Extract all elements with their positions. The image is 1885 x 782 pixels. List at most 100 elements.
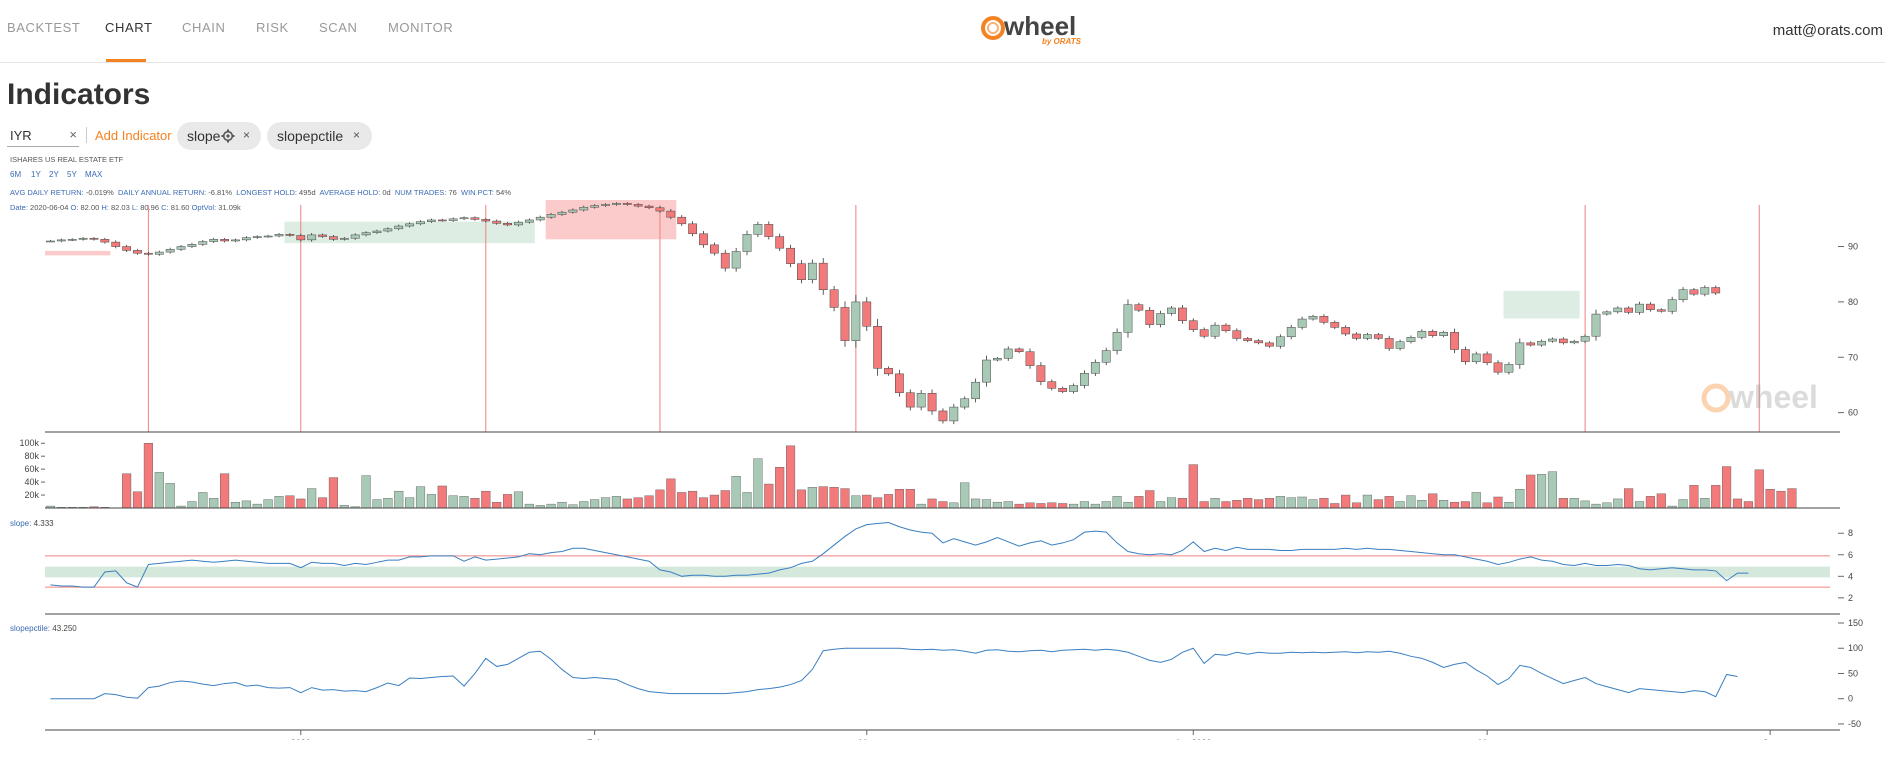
volume-bar — [1308, 499, 1318, 509]
volume-bar — [829, 487, 839, 509]
user-email[interactable]: matt@orats.com — [1772, 22, 1883, 39]
volume-bar — [1373, 499, 1383, 509]
price-candle — [568, 209, 578, 213]
range-6m-button[interactable]: 6M — [10, 170, 22, 179]
indicator-chart[interactable]: wheel 60 70 80 90 20k 40k 60k 80k 100k 2 4 6 8 slope… — [0, 200, 1885, 740]
volume-bar — [1711, 485, 1721, 509]
price-candle — [1569, 340, 1579, 344]
add-indicator-button[interactable]: Add Indicator — [95, 128, 172, 143]
volume-bar — [949, 502, 959, 509]
slopepctile-tick-label: -50 — [1848, 719, 1861, 729]
price-candle — [492, 220, 502, 224]
volume-bar — [786, 445, 796, 509]
range-max-button[interactable]: MAX — [85, 170, 103, 179]
volume-bar — [840, 488, 850, 509]
volume-bar — [296, 498, 306, 509]
indicator-chip-slope[interactable]: slope × — [177, 122, 261, 150]
volume-bar — [426, 494, 436, 509]
price-candle — [655, 207, 665, 212]
volume-bar — [1482, 502, 1492, 509]
remove-slope-icon[interactable]: × — [243, 128, 251, 142]
stat-value: -6.81% — [208, 188, 233, 197]
volume-bar — [796, 489, 807, 509]
price-panel: wheel 60 70 80 90 — [45, 200, 1858, 433]
readout-value: 31.09k — [218, 203, 241, 212]
range-1y-button[interactable]: 1Y — [31, 170, 41, 179]
volume-bar — [198, 492, 208, 509]
volume-bar — [731, 476, 741, 509]
price-candle — [797, 263, 806, 280]
volume-tick-label: 40k — [24, 477, 39, 487]
price-candle — [720, 252, 730, 269]
symbol-input[interactable]: IYR × — [7, 122, 79, 147]
gear-icon[interactable] — [221, 129, 235, 143]
tab-chart[interactable]: CHART — [105, 20, 153, 35]
price-candle — [1341, 327, 1351, 335]
price-candle — [427, 219, 436, 222]
price-candle — [1591, 313, 1601, 337]
volume-bar — [372, 499, 382, 509]
volume-bar — [611, 496, 621, 509]
wheel-logo[interactable]: wheel by ORATS — [980, 8, 1090, 48]
price-candle — [829, 289, 839, 308]
volume-bar — [1319, 498, 1329, 509]
volume-bar — [862, 494, 872, 509]
volume-bar — [720, 490, 730, 509]
price-candle — [927, 392, 937, 412]
volume-bar — [1787, 488, 1797, 509]
volume-tick-label: 80k — [24, 451, 39, 461]
symbol-value[interactable]: IYR — [10, 128, 32, 143]
price-candle — [895, 373, 904, 393]
volume-bar — [459, 496, 469, 509]
price-candle — [470, 217, 480, 220]
tab-risk[interactable]: RISK — [256, 20, 289, 35]
readout-label: H: — [101, 203, 109, 212]
volume-bar — [622, 498, 632, 509]
volume-bar — [165, 483, 175, 509]
price-candle — [960, 398, 970, 408]
readout-value: 82.00 — [80, 203, 100, 212]
tab-backtest[interactable]: BACKTEST — [7, 20, 81, 35]
tab-chain[interactable]: CHAIN — [182, 20, 226, 35]
price-candle — [1460, 349, 1470, 362]
volume-bar — [1112, 496, 1122, 509]
range-2y-button[interactable]: 2Y — [49, 170, 59, 179]
volume-bar — [263, 499, 273, 509]
watermark-text: wheel — [1728, 379, 1818, 415]
volume-bar — [187, 501, 197, 509]
volume-bar — [492, 501, 502, 509]
tab-scan[interactable]: SCAN — [319, 20, 358, 35]
volume-bar — [1384, 496, 1394, 509]
volume-bar — [1754, 469, 1764, 509]
stat-label: AVG DAILY RETURN: — [10, 188, 84, 197]
indicator-chip-slopepctile[interactable]: slopepctile × — [267, 122, 372, 150]
remove-slopepctile-icon[interactable]: × — [353, 128, 361, 142]
stat-value: 54% — [496, 188, 512, 197]
volume-bar — [1330, 503, 1340, 509]
volume-bar — [1732, 498, 1743, 509]
volume-bar — [1537, 474, 1547, 509]
volume-bar — [688, 490, 698, 509]
price-candle — [1221, 324, 1231, 331]
price-candle — [851, 301, 861, 341]
price-candle — [884, 368, 893, 375]
price-candle — [1112, 332, 1122, 351]
range-5y-button[interactable]: 5Y — [67, 170, 77, 179]
volume-bar — [1243, 498, 1253, 509]
price-candle — [644, 205, 654, 209]
clear-symbol-icon[interactable]: × — [69, 127, 77, 142]
price-candle — [100, 239, 110, 243]
volume-tick-label: 100k — [19, 438, 39, 448]
sell-zone-band — [545, 200, 677, 240]
price-candle — [1101, 350, 1111, 363]
volume-bar — [1297, 496, 1307, 509]
volume-bar — [220, 473, 230, 509]
price-candle — [524, 219, 534, 223]
tab-monitor[interactable]: MONITOR — [388, 20, 454, 35]
volume-bar — [818, 486, 828, 509]
price-candle — [1373, 334, 1383, 339]
slopepctile-readout-label: slopepctile: — [10, 624, 52, 633]
toolbar-divider — [86, 127, 87, 143]
stat-value: 495d — [299, 188, 316, 197]
volume-bar — [241, 500, 251, 509]
